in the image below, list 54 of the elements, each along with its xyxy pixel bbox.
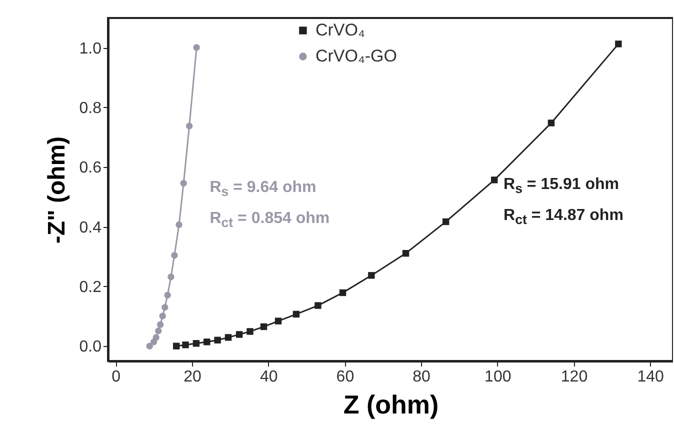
point bbox=[490, 176, 498, 184]
x-tick-label: 40 bbox=[260, 368, 278, 386]
point bbox=[186, 122, 193, 130]
point bbox=[162, 304, 168, 311]
point bbox=[292, 310, 300, 318]
x-tick-label: 0 bbox=[112, 368, 121, 386]
legend-label: CrVO₄-GO bbox=[315, 46, 397, 66]
x-tick-label: 60 bbox=[336, 368, 354, 386]
point bbox=[180, 180, 187, 187]
point bbox=[368, 272, 375, 279]
point bbox=[204, 338, 210, 346]
point bbox=[442, 218, 450, 226]
legend-label: CrVO₄ bbox=[315, 20, 365, 40]
point bbox=[339, 289, 346, 296]
x-tick-label: 20 bbox=[184, 368, 202, 386]
annotation: R$_{s}$ = 15.91 ohm bbox=[504, 176, 619, 196]
point bbox=[164, 292, 171, 298]
y-tick-label: 0.0 bbox=[79, 338, 102, 356]
point bbox=[246, 328, 254, 335]
point bbox=[214, 336, 221, 344]
point bbox=[192, 340, 200, 347]
y-tick-label: 0.6 bbox=[79, 160, 102, 177]
x-tick-label: 100 bbox=[484, 368, 512, 386]
y-axis-title: -Z" (ohm) bbox=[43, 136, 70, 244]
annotation: R$_{ct}$ = 0.854 ohm bbox=[210, 210, 330, 230]
point bbox=[156, 321, 164, 328]
x-tick-label: 80 bbox=[412, 368, 431, 386]
point bbox=[172, 342, 180, 350]
point bbox=[155, 328, 162, 334]
point bbox=[176, 221, 182, 228]
point bbox=[182, 342, 189, 348]
point bbox=[152, 334, 160, 341]
point bbox=[402, 250, 410, 257]
x-tick-label: 120 bbox=[560, 368, 588, 386]
point bbox=[236, 331, 243, 338]
point bbox=[548, 120, 555, 126]
point bbox=[224, 334, 232, 341]
point bbox=[171, 252, 178, 259]
point bbox=[314, 302, 322, 309]
annotation: R$_{ct}$ = 14.87 ohm bbox=[504, 206, 624, 227]
point bbox=[274, 318, 282, 324]
y-tick-label: 0.2 bbox=[79, 278, 102, 296]
point bbox=[193, 44, 200, 51]
point bbox=[260, 323, 268, 330]
point bbox=[146, 342, 153, 350]
point bbox=[168, 274, 174, 280]
annotation: R$_{s}$ = 9.64 ohm bbox=[210, 179, 316, 200]
x-axis-title: Z (ohm) bbox=[343, 390, 439, 420]
y-tick-label: 1.0 bbox=[79, 40, 102, 58]
y-tick-label: 0.4 bbox=[79, 219, 102, 236]
y-tick-label: 0.8 bbox=[79, 100, 102, 117]
point bbox=[615, 40, 622, 48]
point bbox=[159, 312, 166, 320]
x-tick-label: 140 bbox=[637, 368, 664, 386]
